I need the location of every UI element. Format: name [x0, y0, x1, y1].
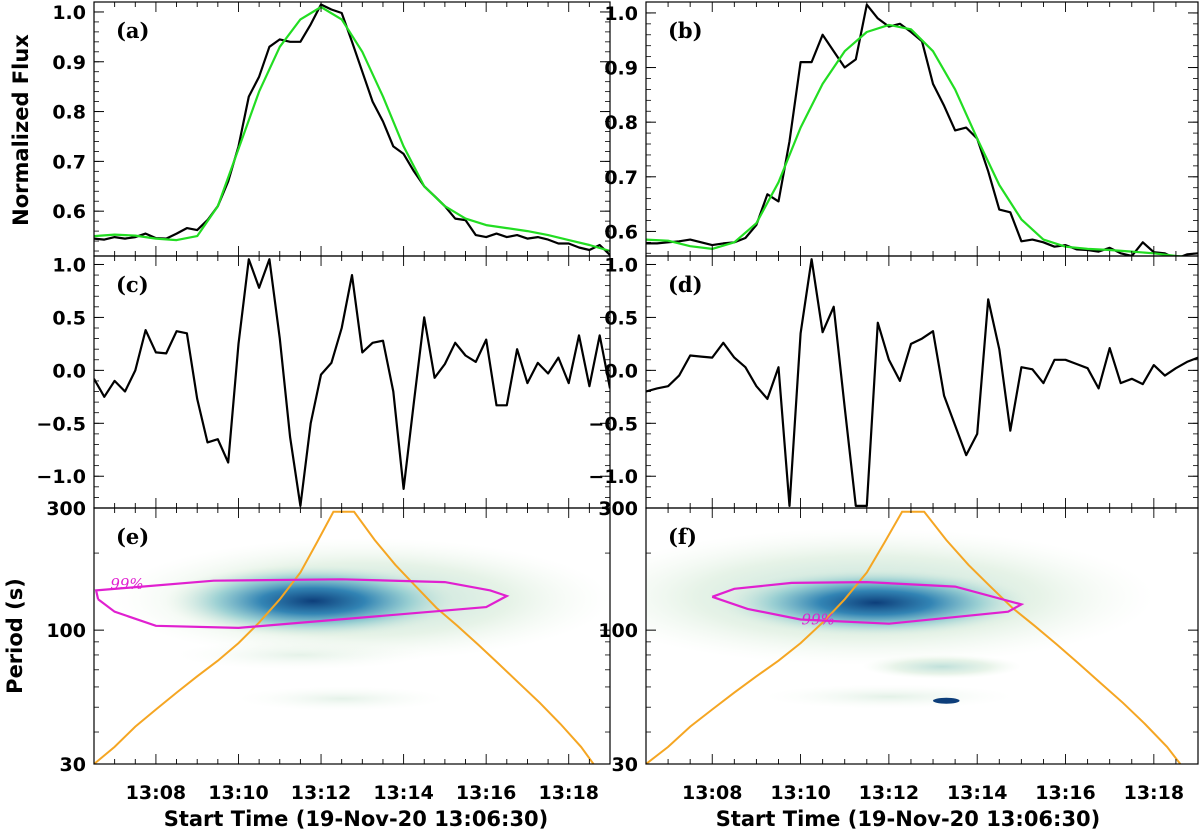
panel-label-d: (d) — [668, 272, 703, 297]
y-tick-label: 0.8 — [604, 112, 638, 134]
panel-label-f: (f) — [668, 524, 697, 549]
panel-d: −1.0 −0.5 0.0 0.5 1.0 (d) — [588, 254, 1199, 509]
y-tick-label: 1.0 — [604, 3, 638, 25]
plot-area-a — [94, 3, 610, 256]
x-tick-label: 13:08 — [682, 782, 742, 804]
y-tick-label: 100 — [46, 620, 86, 642]
y-tick-label: 30 — [60, 754, 86, 776]
y-tick-label: 0.8 — [52, 102, 86, 124]
significance-contour — [94, 578, 510, 630]
panel-c: −1.0 −0.5 0.0 0.5 1.0 (c) — [36, 254, 611, 509]
x-tick-label: 13:08 — [126, 782, 186, 804]
x-tick-label: 13:18 — [1124, 782, 1184, 804]
panel-a: 0.6 0.7 0.8 0.9 1.0 (a) — [52, 1, 611, 257]
y-tick-label: 300 — [598, 498, 638, 520]
power-blob — [716, 568, 1035, 637]
y-tick-label: 0.6 — [604, 221, 638, 243]
confidence-label: 99% — [802, 611, 835, 629]
x-tick-label: 13:10 — [208, 782, 268, 804]
confidence-label: 99% — [110, 575, 143, 593]
cone-of-influence — [646, 510, 1182, 764]
y-tick-label: 0.0 — [604, 360, 638, 382]
series-observed — [646, 3, 1198, 256]
y-tick-label: 0.5 — [604, 307, 638, 329]
series-fit — [646, 23, 1192, 256]
panel-frame — [645, 507, 1199, 765]
power-spot — [933, 697, 960, 704]
y-tick-label: −0.5 — [588, 413, 638, 435]
panel-frame — [93, 507, 611, 765]
xlabel-right: Start Time (19-Nov-20 13:06:30) — [716, 807, 1101, 831]
x-tick-label: 13:14 — [373, 782, 433, 804]
y-tick-label: −1.0 — [588, 466, 638, 488]
y-tick-label: 100 — [598, 620, 638, 642]
x-tick-label: 13:16 — [456, 782, 516, 804]
x-tick-label: 13:10 — [770, 782, 830, 804]
panel-frame — [645, 255, 1199, 509]
power-blob — [164, 564, 462, 638]
panel-e: 99% 30 100 300 13:08 13:10 13:12 13:14 13:16 13:1… — [46, 498, 611, 804]
panel-label-e: (e) — [116, 524, 149, 549]
x-tick-label: 13:16 — [1035, 782, 1095, 804]
xlabel-left: Start Time (19-Nov-20 13:06:30) — [164, 807, 549, 831]
plot-area-d — [646, 258, 1198, 507]
panel-f: 99% 30 100 300 13:08 13:10 13:12 13:14 13:16 13:1… — [598, 498, 1199, 804]
panel-b: 0.6 0.7 0.8 0.9 1.0 (b) — [604, 1, 1199, 257]
panel-label-a: (a) — [116, 18, 149, 43]
plot-area-e — [94, 510, 610, 764]
y-tick-label: 300 — [46, 498, 86, 520]
y-tick-label: −0.5 — [36, 413, 86, 435]
y-tick-label: 1.0 — [52, 254, 86, 276]
x-tick-label: 13:18 — [538, 782, 598, 804]
y-tick-label: 0.9 — [604, 58, 638, 80]
power-blob — [765, 684, 1013, 709]
x-tick-label: 13:14 — [947, 782, 1007, 804]
plot-area-b — [646, 3, 1198, 256]
plot-area-c — [94, 258, 610, 507]
cone-of-influence — [94, 510, 595, 764]
y-tick-label: 0.5 — [52, 307, 86, 329]
panel-label-c: (c) — [116, 272, 149, 297]
series-fit — [94, 5, 610, 253]
y-tick-label: 0.7 — [52, 151, 86, 173]
y-tick-label: 30 — [612, 754, 638, 776]
y-tick-label: 0.0 — [52, 360, 86, 382]
y-tick-label: 1.0 — [52, 2, 86, 24]
x-tick-label: 13:12 — [291, 782, 351, 804]
series-detrended — [94, 258, 610, 507]
panel-frame — [93, 255, 611, 509]
y-tick-label: −1.0 — [36, 466, 86, 488]
y-tick-label: 0.9 — [52, 52, 86, 74]
y-tick-label: 0.6 — [52, 201, 86, 223]
ylabel-flux: Normalized Flux — [9, 34, 33, 226]
ylabel-period: Period (s) — [3, 578, 27, 694]
x-tick-label: 13:12 — [859, 782, 919, 804]
power-blob — [238, 686, 445, 711]
series-observed — [94, 3, 610, 256]
y-tick-label: 1.0 — [604, 254, 638, 276]
series-detrended — [646, 258, 1198, 507]
plot-area-f — [646, 510, 1182, 764]
significance-contour — [711, 580, 1025, 625]
panel-label-b: (b) — [668, 18, 703, 43]
y-tick-label: 0.7 — [604, 167, 638, 189]
